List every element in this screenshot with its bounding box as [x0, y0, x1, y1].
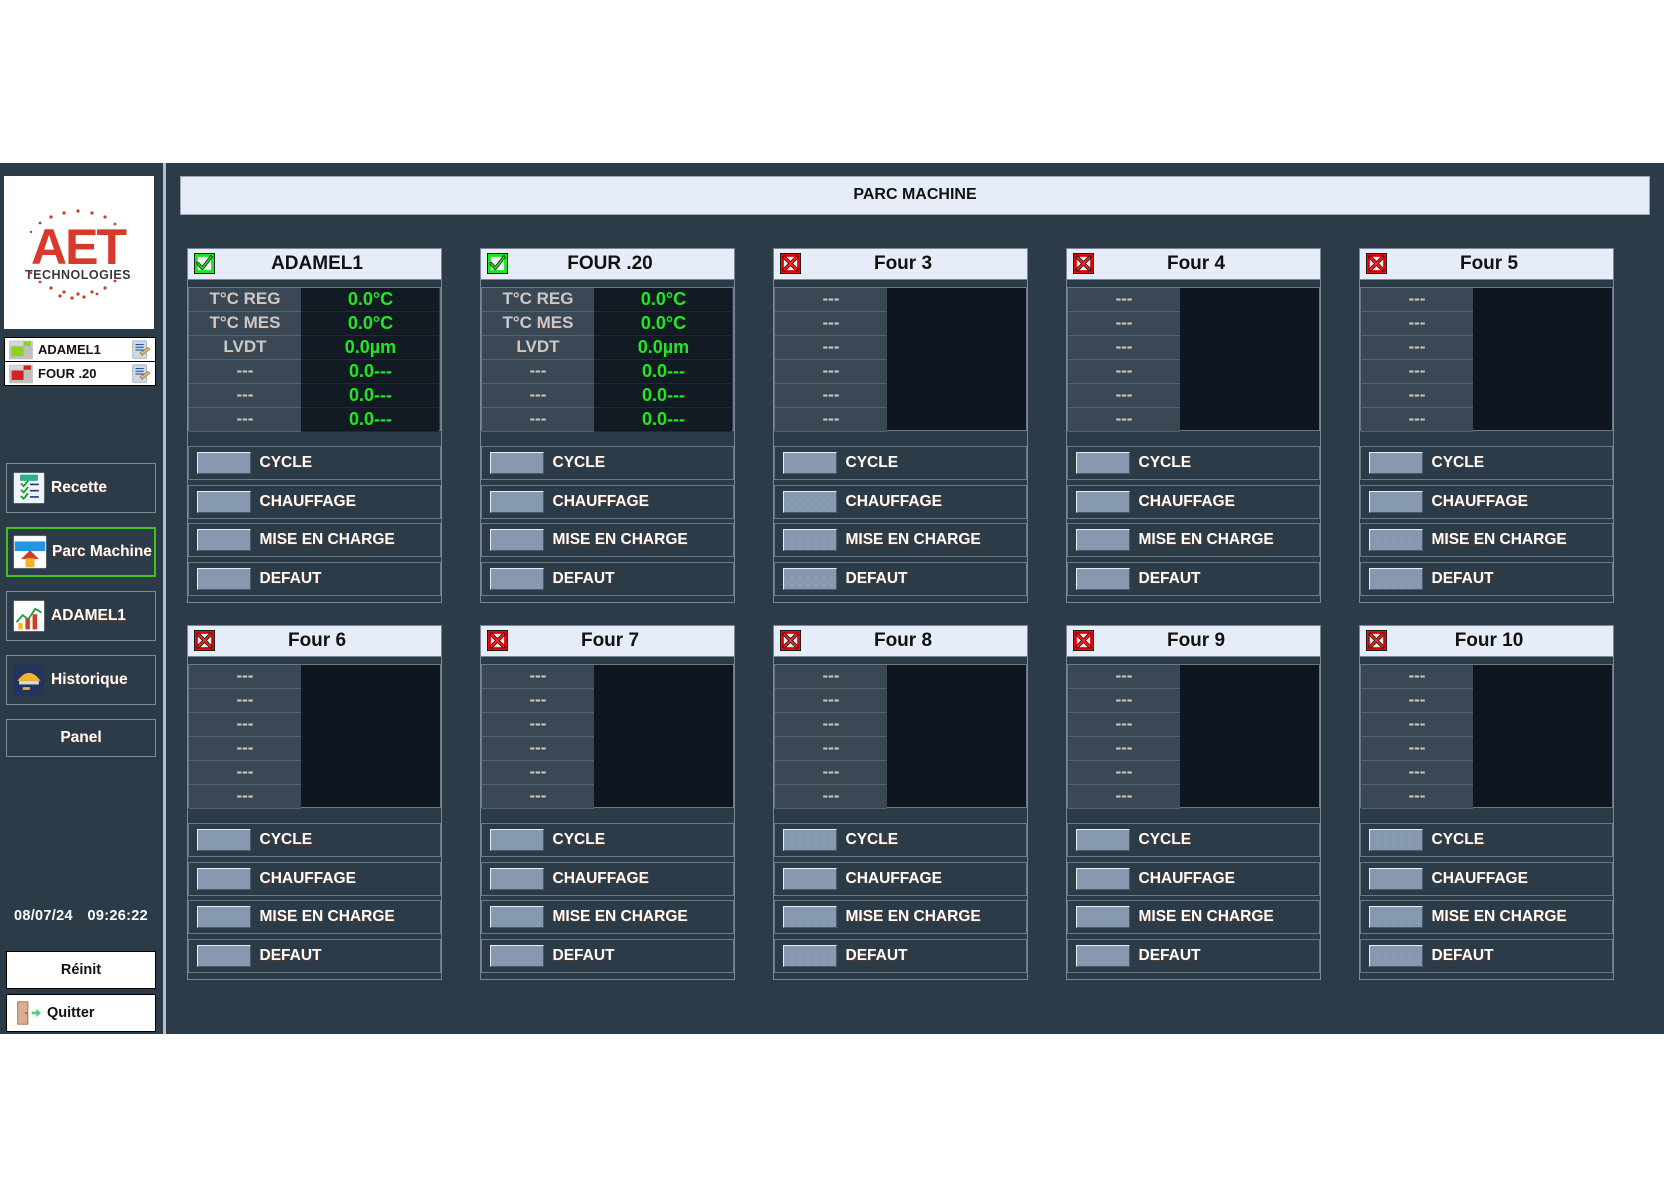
svg-text:AET: AET	[31, 219, 126, 275]
svg-text:TECHNOLOGIES: TECHNOLOGIES	[25, 268, 131, 282]
